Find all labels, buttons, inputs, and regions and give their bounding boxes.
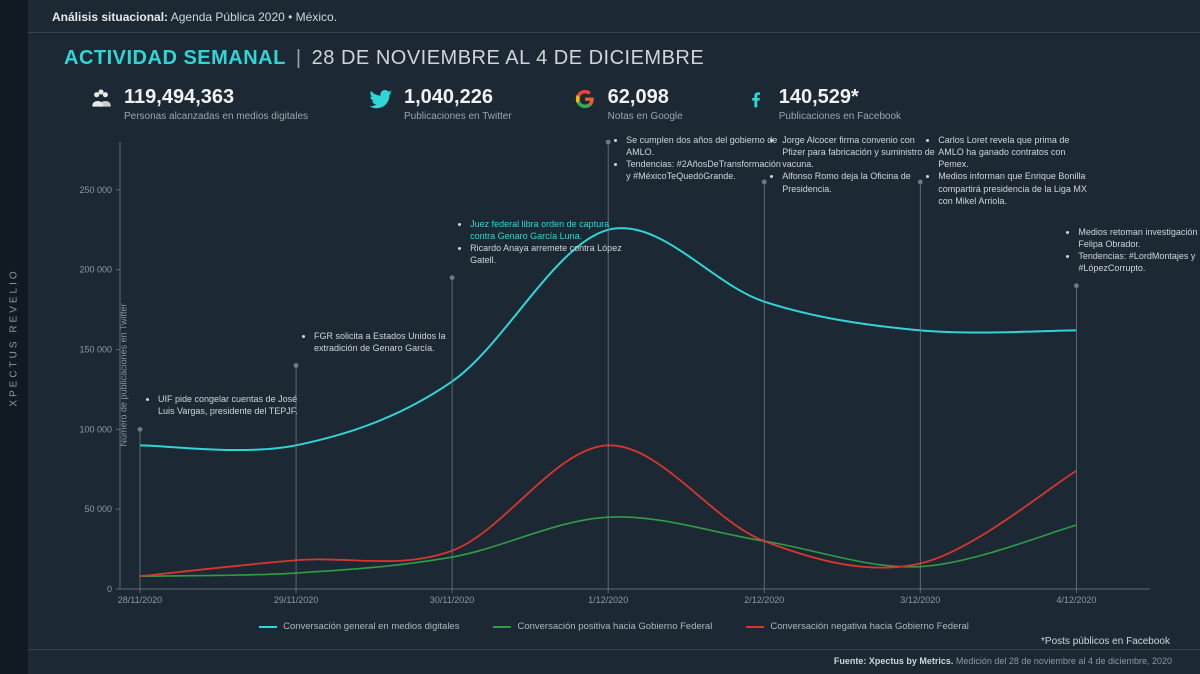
swatch-general (259, 626, 277, 628)
facebook-icon (743, 86, 769, 112)
source-line: Fuente: Xpectus by Metrics. Medición del… (28, 649, 1200, 674)
stat-facebook: 140,529* Publicaciones en Facebook (743, 86, 901, 122)
chart-callout: Se cumplen dos años del gobierno de AMLO… (614, 134, 784, 183)
legend-negative-label: Conversación negativa hacia Gobierno Fed… (770, 621, 969, 632)
legend-positive: Conversación positiva hacia Gobierno Fed… (493, 621, 712, 632)
stat-twitter-value: 1,040,226 (404, 86, 512, 109)
svg-text:4/12/2020: 4/12/2020 (1056, 595, 1096, 605)
chart-callout: Medios retoman investigación de Felipa O… (1066, 226, 1200, 275)
legend-positive-label: Conversación positiva hacia Gobierno Fed… (517, 621, 712, 632)
chart-area: Número de publicaciones en Twitter 050 0… (58, 132, 1170, 617)
brand-rail: XPECTUS REVELIO (0, 0, 28, 674)
topbar: Análisis situacional: Agenda Pública 202… (28, 0, 1200, 33)
headline: ACTIVIDAD SEMANAL | 28 DE NOVIEMBRE AL 4… (28, 33, 1200, 76)
svg-text:150 000: 150 000 (79, 345, 112, 355)
topbar-bold: Análisis situacional: (52, 10, 168, 24)
svg-text:50 000: 50 000 (84, 504, 112, 514)
svg-text:1/12/2020: 1/12/2020 (588, 595, 628, 605)
svg-text:0: 0 (107, 584, 112, 594)
legend-negative: Conversación negativa hacia Gobierno Fed… (746, 621, 969, 632)
legend-general: Conversación general en medios digitales (259, 621, 459, 632)
chart-callout: FGR solicita a Estados Unidos la extradi… (302, 330, 472, 354)
main-panel: Análisis situacional: Agenda Pública 202… (28, 0, 1200, 674)
stat-twitter-label: Publicaciones en Twitter (404, 111, 512, 122)
google-icon (572, 86, 598, 112)
people-icon (88, 86, 114, 112)
topbar-rest: Agenda Pública 2020 • México. (168, 10, 337, 24)
headline-range: 28 DE NOVIEMBRE AL 4 DE DICIEMBRE (312, 47, 705, 69)
headline-accent: ACTIVIDAD SEMANAL (64, 47, 286, 69)
chart-callout: Carlos Loret revela que prima de AMLO ha… (926, 134, 1096, 207)
svg-text:250 000: 250 000 (79, 185, 112, 195)
brand-rail-text: XPECTUS REVELIO (9, 268, 20, 406)
chart-callout: UIF pide congelar cuentas de José Luis V… (146, 393, 316, 417)
svg-text:29/11/2020: 29/11/2020 (274, 595, 318, 605)
stat-facebook-label: Publicaciones en Facebook (779, 111, 901, 122)
chart-callout: Juez federal libra orden de captura cont… (458, 218, 628, 267)
stat-google: 62,098 Notas en Google (572, 86, 683, 122)
source-rest: Medición del 28 de noviembre al 4 de dic… (953, 656, 1172, 666)
stats-row: 119,494,363 Personas alcanzadas en medio… (28, 76, 1200, 126)
svg-text:200 000: 200 000 (79, 265, 112, 275)
chart-callout: Jorge Alcocer firma convenio con Pfizer … (770, 134, 940, 195)
svg-text:100 000: 100 000 (79, 424, 112, 434)
svg-text:2/12/2020: 2/12/2020 (744, 595, 784, 605)
chart-legend: Conversación general en medios digitales… (28, 617, 1200, 634)
headline-sep: | (296, 47, 302, 69)
stat-google-label: Notas en Google (608, 111, 683, 122)
svg-text:30/11/2020: 30/11/2020 (430, 595, 474, 605)
svg-text:3/12/2020: 3/12/2020 (900, 595, 940, 605)
swatch-positive (493, 626, 511, 628)
footnote: *Posts públicos en Facebook (28, 634, 1200, 649)
stat-reach-value: 119,494,363 (124, 86, 308, 109)
stat-reach: 119,494,363 Personas alcanzadas en medio… (88, 86, 308, 122)
legend-general-label: Conversación general en medios digitales (283, 621, 459, 632)
twitter-icon (368, 86, 394, 112)
stat-facebook-value: 140,529* (779, 86, 901, 109)
stat-google-value: 62,098 (608, 86, 683, 109)
svg-text:28/11/2020: 28/11/2020 (118, 595, 162, 605)
source-bold: Fuente: Xpectus by Metrics. (834, 656, 954, 666)
stat-twitter: 1,040,226 Publicaciones en Twitter (368, 86, 512, 122)
stat-reach-label: Personas alcanzadas en medios digitales (124, 111, 308, 122)
swatch-negative (746, 626, 764, 628)
